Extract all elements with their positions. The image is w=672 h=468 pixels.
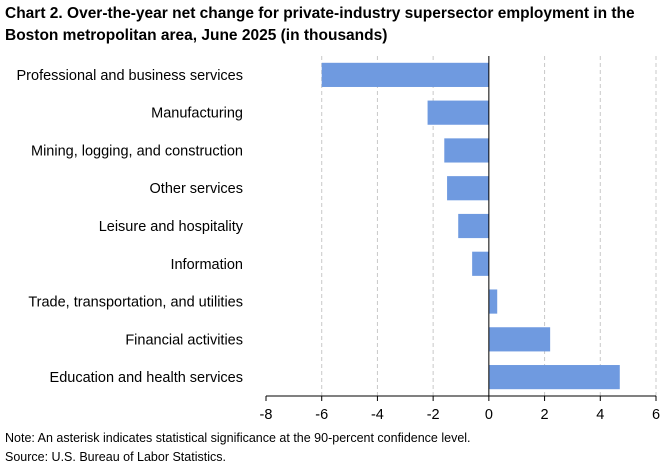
category-label-0: Professional and business services <box>17 68 243 84</box>
bar-1 <box>427 100 489 125</box>
chart-source: Source: U.S. Bureau of Labor Statistics. <box>5 450 226 464</box>
bar-7 <box>488 327 551 352</box>
category-label-1: Manufacturing <box>151 106 243 122</box>
bar-8 <box>488 365 620 390</box>
x-tick-label-2: 2 <box>541 407 549 423</box>
x-tick-label-4: 4 <box>596 407 604 423</box>
bar-5 <box>472 251 489 276</box>
category-label-4: Leisure and hospitality <box>99 219 244 235</box>
bar-0 <box>321 62 489 87</box>
category-label-7: Financial activities <box>125 332 243 348</box>
x-tick-label-6: 6 <box>652 407 660 423</box>
category-label-3: Other services <box>150 181 243 197</box>
x-tick-label-0: 0 <box>485 407 493 423</box>
x-tick-label--6: -6 <box>315 407 328 423</box>
x-tick-label--4: -4 <box>371 407 384 423</box>
bar-3 <box>447 176 489 201</box>
bar-2 <box>444 138 489 163</box>
x-tick-label--8: -8 <box>260 407 273 423</box>
x-tick-label--2: -2 <box>427 407 440 423</box>
category-label-8: Education and health services <box>50 370 243 386</box>
category-label-2: Mining, logging, and construction <box>31 143 243 159</box>
bar-6 <box>488 289 498 314</box>
category-label-5: Information <box>170 257 243 273</box>
chart-note: Note: An asterisk indicates statistical … <box>5 431 471 445</box>
chart-title: Chart 2. Over-the-year net change for pr… <box>5 5 635 44</box>
category-label-6: Trade, transportation, and utilities <box>28 295 243 311</box>
bar-4 <box>458 213 489 239</box>
